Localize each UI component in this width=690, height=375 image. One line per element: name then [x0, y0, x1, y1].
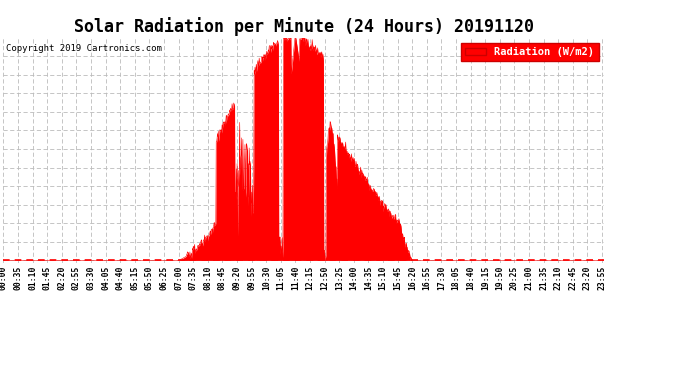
Text: Copyright 2019 Cartronics.com: Copyright 2019 Cartronics.com [6, 44, 162, 53]
Legend: Radiation (W/m2): Radiation (W/m2) [461, 43, 598, 61]
Title: Solar Radiation per Minute (24 Hours) 20191120: Solar Radiation per Minute (24 Hours) 20… [74, 17, 533, 36]
